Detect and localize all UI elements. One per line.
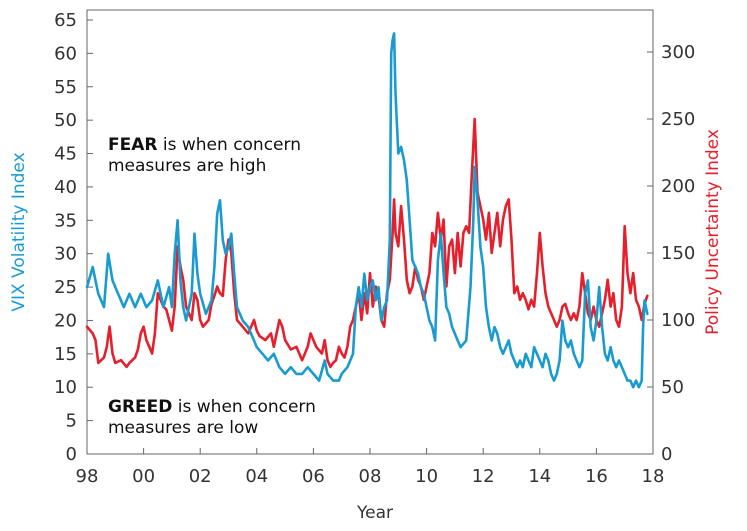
left-tick-label: 35 [54, 210, 77, 231]
right-tick-label: 0 [661, 444, 672, 465]
right-tick-label: 200 [661, 176, 695, 197]
x-tick-label: 00 [132, 466, 155, 487]
left-tick-label: 25 [54, 277, 77, 298]
left-tick-label: 40 [54, 177, 77, 198]
x-tick-label: 04 [245, 466, 268, 487]
right-axis-ticks: 0 50 100 150 200 250 300 [647, 42, 695, 465]
x-axis-title: Year [356, 503, 393, 523]
series-layer [85, 32, 649, 389]
plot-frame [86, 9, 654, 455]
x-tick-label: 02 [189, 466, 212, 487]
left-tick-label: 30 [54, 244, 77, 265]
left-axis-ticks: 0 5 10 15 20 25 30 35 40 45 50 55 60 65 [54, 10, 93, 465]
right-tick-label: 250 [661, 109, 695, 130]
right-tick-label: 50 [661, 377, 684, 398]
left-tick-label: 60 [54, 43, 77, 64]
vix-series-line [85, 32, 649, 389]
left-tick-label: 10 [54, 377, 77, 398]
x-tick-label: 12 [472, 466, 495, 487]
x-tick-label: 18 [642, 466, 665, 487]
policy-uncertainty-series-line [85, 117, 649, 369]
right-tick-label: 300 [661, 42, 695, 63]
x-tick-label: 16 [585, 466, 608, 487]
left-tick-label: 55 [54, 77, 77, 98]
x-tick-label: 06 [302, 466, 325, 487]
y-right-axis-title: Policy Uncertainty Index [703, 129, 723, 335]
x-tick-label: 98 [76, 466, 99, 487]
fear-annotation-text: is when concern [157, 135, 301, 155]
left-tick-label: 5 [66, 411, 77, 432]
right-tick-label: 150 [661, 243, 695, 264]
left-tick-label: 0 [66, 444, 77, 465]
left-tick-label: 20 [54, 310, 77, 331]
right-tick-label: 100 [661, 310, 695, 331]
x-tick-label: 08 [359, 466, 382, 487]
left-tick-label: 65 [54, 10, 77, 31]
greed-annotation: GREED is when concern [108, 397, 316, 417]
left-tick-label: 15 [54, 344, 77, 365]
y-left-axis-title: VIX Volatility Index [9, 152, 29, 311]
left-tick-label: 50 [54, 110, 77, 131]
greed-annotation-line2: measures are low [108, 418, 258, 438]
fear-annotation-line2: measures are high [108, 156, 266, 176]
x-axis-ticks: 98 00 02 04 06 08 10 12 14 16 18 [76, 448, 665, 487]
left-tick-label: 45 [54, 144, 77, 165]
greed-annotation-bold: GREED [108, 397, 172, 417]
greed-annotation-text: is when concern [172, 397, 316, 417]
x-tick-label: 10 [415, 466, 438, 487]
fear-annotation-bold: FEAR [108, 135, 157, 155]
x-tick-label: 14 [528, 466, 551, 487]
fear-annotation: FEAR is when concern [108, 135, 301, 155]
